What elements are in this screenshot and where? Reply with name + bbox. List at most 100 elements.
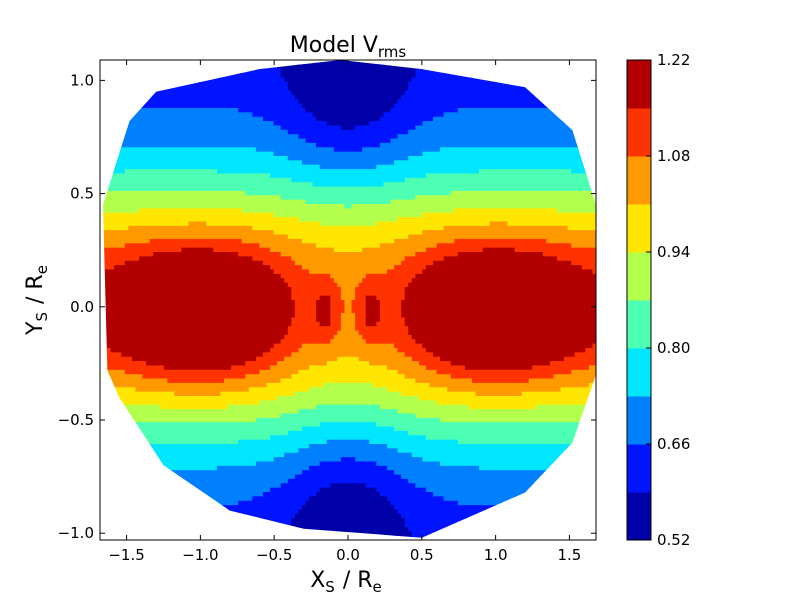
contour-cell bbox=[287, 326, 342, 332]
contour-cell bbox=[103, 190, 246, 196]
contour-cell bbox=[397, 134, 596, 140]
contour-cell bbox=[340, 313, 356, 319]
x-tick-label: 1.0 bbox=[484, 546, 508, 564]
contour-cell bbox=[376, 164, 596, 170]
chart-title-main: Model V bbox=[290, 33, 378, 58]
contour-cell bbox=[450, 190, 596, 196]
contour-cell bbox=[103, 177, 292, 183]
contour-cell bbox=[425, 487, 596, 493]
contour-cell bbox=[404, 256, 445, 262]
contour-cell bbox=[330, 313, 342, 319]
contour-cell bbox=[291, 522, 406, 528]
contour-cell bbox=[330, 339, 367, 345]
contour-cell bbox=[103, 518, 292, 524]
contour-cell bbox=[379, 300, 402, 305]
contour-cell bbox=[280, 68, 416, 74]
contour-cell bbox=[372, 382, 431, 388]
contour-cell bbox=[287, 81, 409, 87]
contour-cell bbox=[287, 526, 409, 532]
contour-cell bbox=[422, 121, 596, 127]
colorbar-segment bbox=[627, 108, 651, 157]
contour-cell bbox=[280, 378, 416, 384]
contour-cell bbox=[216, 169, 480, 175]
contour-cell bbox=[397, 448, 596, 454]
contour-cell bbox=[305, 500, 392, 506]
contour-cell bbox=[110, 348, 271, 353]
contour-cell bbox=[245, 374, 292, 380]
contour-cell bbox=[571, 243, 596, 249]
contour-cell bbox=[103, 483, 282, 489]
contour-cell bbox=[571, 169, 596, 175]
contour-cell bbox=[433, 116, 596, 122]
contour-cell bbox=[103, 505, 303, 511]
contour-cell bbox=[103, 64, 278, 70]
contour-cell bbox=[309, 269, 388, 275]
contour-cell bbox=[429, 382, 590, 388]
contour-cell bbox=[103, 382, 108, 388]
contour-cell bbox=[103, 334, 285, 340]
contour-cell bbox=[103, 417, 257, 423]
contour-cell bbox=[567, 225, 596, 231]
contour-cell bbox=[330, 304, 346, 310]
contour-cell bbox=[592, 269, 596, 275]
contour-cell bbox=[319, 487, 377, 493]
contour-cell bbox=[259, 400, 438, 406]
contour-cell bbox=[355, 125, 416, 131]
contour-cell bbox=[425, 247, 484, 253]
contour-cell bbox=[103, 313, 296, 319]
contour-cell bbox=[337, 282, 360, 288]
contour-cell bbox=[103, 413, 282, 419]
contour-cell bbox=[588, 382, 596, 388]
contour-cell bbox=[376, 487, 427, 493]
contour-cell bbox=[142, 374, 246, 380]
colorbar-segment bbox=[627, 204, 651, 253]
contour-cell bbox=[103, 243, 126, 249]
contour-cell bbox=[333, 334, 363, 340]
contour-cell bbox=[305, 108, 392, 113]
contour-cell bbox=[284, 334, 335, 340]
contour-cell bbox=[298, 509, 399, 515]
contour-cell bbox=[355, 313, 367, 319]
contour-cell bbox=[131, 356, 257, 362]
contour-cell bbox=[149, 238, 243, 244]
contour-cell bbox=[103, 195, 282, 201]
contour-cell bbox=[298, 134, 399, 140]
contour-cell bbox=[397, 509, 596, 515]
contour-cell bbox=[436, 400, 594, 406]
x-axis-label-suffix-subscript: e bbox=[373, 578, 382, 596]
contour-cell bbox=[333, 278, 363, 284]
y-axis-label-main: Y bbox=[23, 321, 48, 336]
contour-cell bbox=[422, 212, 596, 218]
contour-cell bbox=[408, 326, 596, 332]
x-axis: −1.5 −1.0 −0.5 0.0 0.5 1.0 1.5 bbox=[108, 60, 581, 564]
contour-cell bbox=[475, 391, 523, 397]
contour-cell bbox=[581, 265, 596, 271]
x-tick-label: 1.5 bbox=[557, 546, 581, 564]
colorbar-segment bbox=[627, 252, 651, 301]
contour-cell bbox=[316, 142, 381, 148]
contour-cell bbox=[252, 256, 292, 262]
contour-cell bbox=[344, 204, 353, 209]
contour-cell bbox=[362, 334, 413, 340]
contour-cell bbox=[103, 522, 292, 528]
contour-cell bbox=[323, 382, 374, 388]
contour-cell bbox=[464, 365, 533, 371]
contour-cell bbox=[280, 125, 342, 131]
contour-cell bbox=[309, 465, 388, 471]
contour-cell bbox=[351, 304, 367, 310]
contour-cell bbox=[574, 352, 596, 358]
contour-cell bbox=[103, 199, 307, 205]
contour-cell bbox=[103, 217, 299, 223]
contour-cell bbox=[280, 339, 331, 345]
contour-cell bbox=[404, 518, 596, 524]
contour-cell bbox=[255, 147, 335, 153]
contour-cell bbox=[266, 382, 324, 388]
contour-cell bbox=[447, 387, 562, 393]
contour-cell bbox=[103, 365, 108, 371]
contour-cell bbox=[301, 238, 395, 244]
contour-cell bbox=[238, 252, 282, 257]
contour-cell bbox=[379, 142, 596, 148]
contour-cell bbox=[564, 356, 596, 362]
contour-cell bbox=[390, 138, 596, 144]
contour-cell bbox=[415, 483, 596, 489]
